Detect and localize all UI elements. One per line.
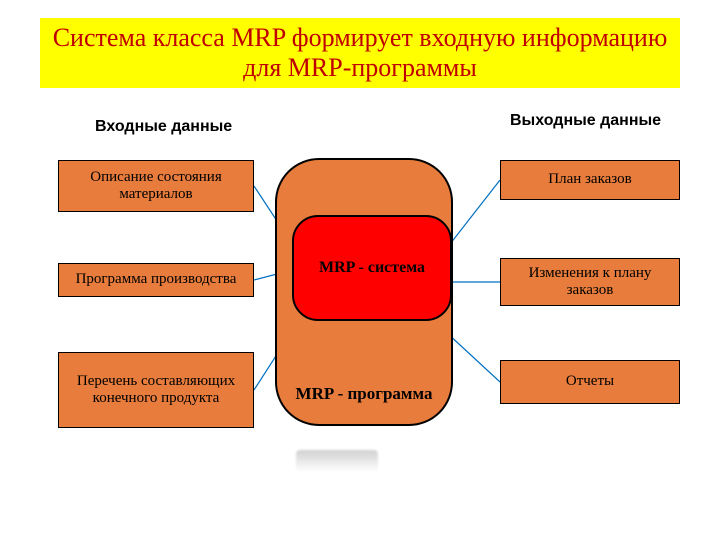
mrp-program-label: MRP - программа bbox=[277, 384, 451, 404]
output-box-plan-changes: Изменения к плану заказов bbox=[500, 258, 680, 306]
output-box-label: Отчеты bbox=[566, 373, 614, 390]
input-heading: Входные данные bbox=[95, 118, 255, 136]
input-box-label: Перечень составляющих конечного продукта bbox=[67, 373, 245, 408]
page-title: Система класса MRP формирует входную инф… bbox=[40, 18, 680, 88]
input-box-label: Программа производства bbox=[76, 271, 237, 288]
output-box-order-plan: План заказов bbox=[500, 160, 680, 200]
input-box-bom: Перечень составляющих конечного продукта bbox=[58, 352, 254, 428]
input-box-label: Описание состояния материалов bbox=[67, 169, 245, 204]
mrp-system-label: MRP - система bbox=[319, 259, 425, 277]
output-box-label: План заказов bbox=[548, 171, 631, 188]
page-title-text: Система класса MRP формирует входную инф… bbox=[50, 23, 670, 83]
output-box-reports: Отчеты bbox=[500, 360, 680, 404]
output-box-label: Изменения к плану заказов bbox=[509, 265, 671, 300]
output-heading: Выходные данные bbox=[510, 112, 680, 130]
mrp-system-block: MRP - система bbox=[292, 215, 452, 321]
input-box-production-program: Программа производства bbox=[58, 263, 254, 297]
diagram-stage: Система класса MRP формирует входную инф… bbox=[0, 0, 720, 540]
decorative-shadow bbox=[296, 450, 378, 472]
input-box-materials-state: Описание состояния материалов bbox=[58, 160, 254, 212]
